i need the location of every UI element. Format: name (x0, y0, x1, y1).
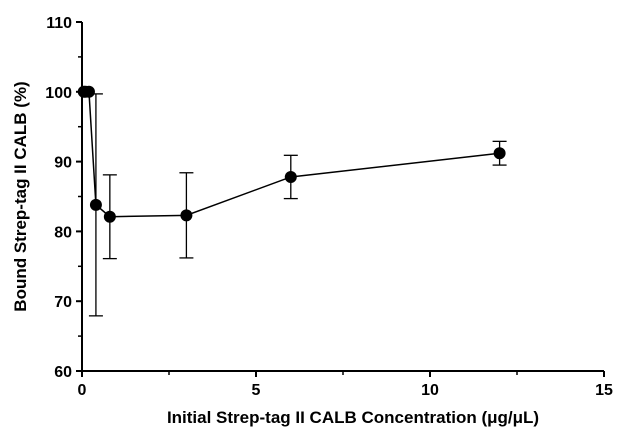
data-point (284, 170, 297, 183)
data-point (103, 210, 116, 223)
axes (81, 22, 604, 372)
series-layer (77, 85, 507, 317)
data-point (180, 209, 193, 222)
y-tick-label: 70 (54, 294, 72, 311)
x-tick-label: 15 (595, 382, 613, 399)
data-point (89, 198, 102, 211)
x-tick-label: 5 (252, 382, 261, 399)
y-ticks: 60 70 80 90 100 110 (45, 15, 82, 381)
x-axis-title: Initial Strep-tag II CALB Concentration … (167, 408, 539, 427)
y-tick-label: 100 (45, 85, 72, 102)
data-point (493, 147, 506, 160)
y-axis-title: Bound Strep-tag II CALB (%) (11, 81, 30, 311)
y-tick-label: 110 (46, 15, 72, 32)
x-tick-label: 10 (421, 382, 439, 399)
x-ticks: 0 5 10 15 (78, 371, 613, 399)
x-tick-label: 0 (78, 382, 87, 399)
y-tick-label: 90 (54, 155, 72, 172)
y-tick-label: 60 (54, 364, 72, 381)
y-tick-label: 80 (54, 224, 72, 241)
data-point (82, 85, 95, 98)
